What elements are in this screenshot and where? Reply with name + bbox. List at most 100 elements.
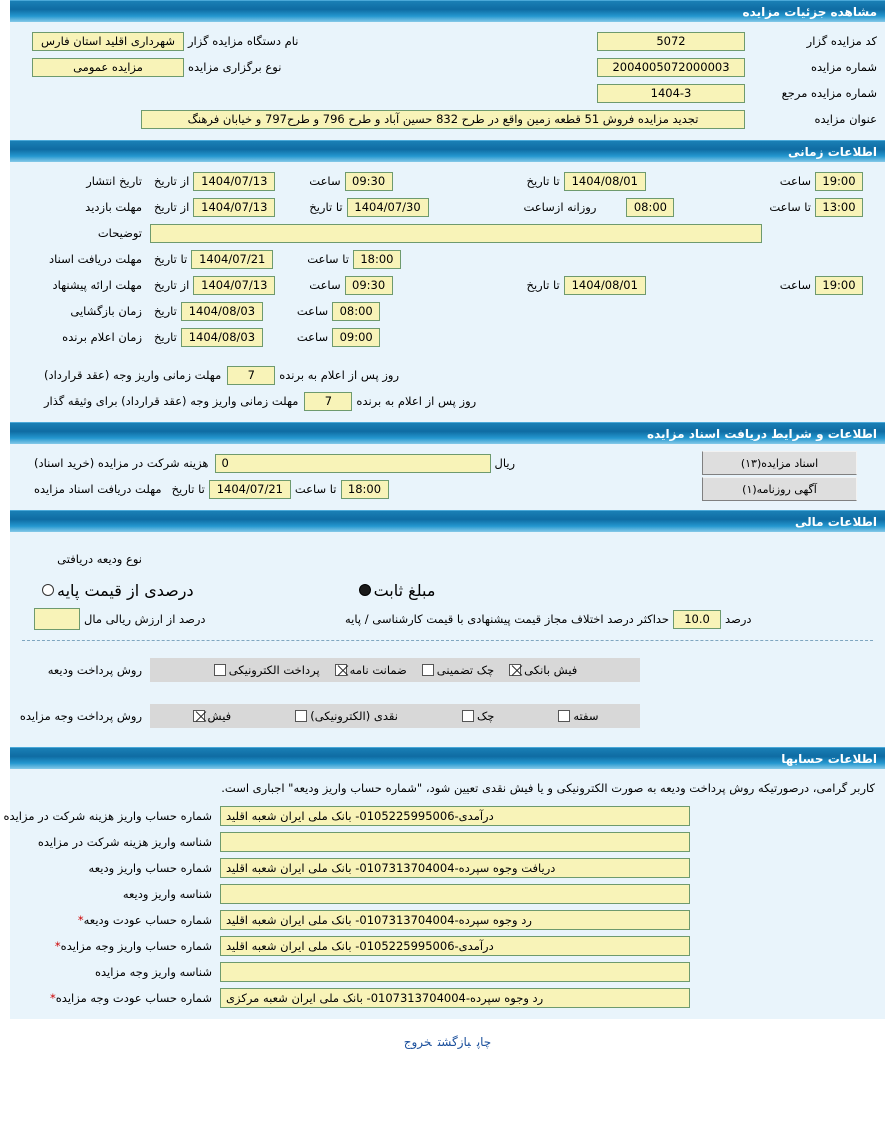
field-publish-to-time[interactable]: 19:00 bbox=[815, 171, 863, 191]
row-visit-deadline: 13:00 تا ساعت 08:00 روزانه ازساعت 1404/0… bbox=[10, 194, 885, 220]
label-publish-date: تاریخ انتشار bbox=[86, 174, 142, 188]
print-link[interactable]: چاپ bbox=[476, 1035, 492, 1049]
label-publish-time: ساعت bbox=[309, 174, 341, 188]
checkbox-deposit-bank-receipt-icon[interactable] bbox=[509, 664, 522, 676]
checkbox-payment-cash-electronic-label: نقدی (الکترونیکی) bbox=[310, 709, 398, 723]
field-shenase-deposit[interactable] bbox=[220, 884, 690, 904]
field-winner-date[interactable]: 1404/08/03 bbox=[180, 327, 263, 347]
label-docs-deadline: مهلت دریافت اسناد bbox=[49, 252, 142, 266]
back-link[interactable]: بازگشت bbox=[437, 1035, 471, 1049]
radio-fixed-amount[interactable]: مبلغ ثابت bbox=[357, 581, 437, 600]
checkbox-payment-receipt[interactable]: فیش bbox=[191, 709, 233, 723]
section-financial: اطلاعات مالی نوع ودیعه دریافتی مبلغ ثابت… bbox=[10, 510, 885, 747]
radio-percent-of-base[interactable]: درصدی از قیمت پایه bbox=[40, 581, 195, 600]
row-ref-number: شماره مزایده مرجع 1404-3 bbox=[10, 80, 885, 106]
checkbox-payment-cash-electronic[interactable]: نقدی (الکترونیکی) bbox=[293, 709, 399, 723]
field-docs-receive-date[interactable]: 1404/07/21 bbox=[208, 479, 291, 499]
label-account-auction-payment-return: شماره حساب عودت وجه مزایده bbox=[55, 991, 212, 1005]
checkbox-payment-cash-electronic-icon[interactable] bbox=[295, 710, 308, 722]
field-docs-deadline-time[interactable]: 18:00 bbox=[352, 249, 401, 269]
checkbox-payment-check-label: چک bbox=[476, 709, 495, 723]
section-header-financial: اطلاعات مالی bbox=[10, 510, 885, 532]
field-auction-code[interactable]: 5072 bbox=[597, 31, 745, 51]
field-account-auction-payment[interactable]: درآمدی-0105225995006- بانک ملی ایران شعب… bbox=[220, 936, 690, 956]
field-max-diff-percent[interactable]: 10.0 bbox=[673, 609, 722, 629]
section-documents: اطلاعات و شرایط دریافت اسناد مزایده اسنا… bbox=[10, 422, 885, 510]
section-auction-details: مشاهده جزئیات مزایده کد مزایده گزار 5072… bbox=[10, 0, 885, 140]
field-auction-number[interactable]: 2004005072000003 bbox=[597, 57, 745, 77]
checkbox-deposit-guaranteed-check-icon[interactable] bbox=[421, 664, 434, 676]
checkbox-payment-promissory-note[interactable]: سفته bbox=[556, 709, 599, 723]
checkbox-payment-check-icon[interactable] bbox=[461, 710, 474, 722]
field-visit-from-date[interactable]: 1404/07/13 bbox=[193, 197, 276, 217]
section-body-details: کد مزایده گزار 5072 نام دستگاه مزایده گز… bbox=[10, 22, 885, 140]
field-publish-from-date[interactable]: 1404/07/13 bbox=[193, 171, 276, 191]
label-account-auction-payment: شماره حساب واریز وجه مزایده bbox=[60, 939, 212, 953]
field-org-name[interactable]: شهرداری اقلید استان فارس bbox=[32, 31, 184, 51]
label-payment-deadline-suffix: روز پس از اعلام به برنده bbox=[279, 368, 399, 382]
field-ref-number[interactable]: 1404-3 bbox=[597, 83, 745, 103]
field-account-auction-payment-return[interactable]: رد وجوه سپرده-0107313704004- بانک ملی ای… bbox=[220, 988, 690, 1008]
checkbox-deposit-bank-receipt[interactable]: فیش بانکی bbox=[507, 663, 578, 677]
radio-fixed-amount-icon[interactable] bbox=[358, 584, 371, 596]
label-guarantor-deadline: مهلت زمانی واریز وجه (عقد قرارداد) برای … bbox=[44, 394, 299, 408]
checkbox-deposit-guarantee-letter-icon[interactable] bbox=[334, 664, 347, 676]
field-proposal-time[interactable]: 09:30 bbox=[344, 275, 393, 295]
field-visit-daily-from[interactable]: 08:00 bbox=[626, 197, 675, 217]
field-opening-date[interactable]: 1404/08/03 bbox=[180, 301, 263, 321]
label-docs-deadline-date: تا تاریخ bbox=[154, 252, 188, 266]
field-winner-time[interactable]: 09:00 bbox=[332, 327, 381, 347]
exit-link[interactable]: خروج bbox=[403, 1035, 432, 1049]
section-body-financial: نوع ودیعه دریافتی مبلغ ثابت درصدی از قیم… bbox=[10, 532, 885, 747]
field-proposal-to-time[interactable]: 19:00 bbox=[815, 275, 863, 295]
checkbox-payment-receipt-icon[interactable] bbox=[192, 710, 205, 722]
table-row: شناسه واریز هزینه شرکت در مزایده bbox=[10, 829, 885, 855]
field-holding-type[interactable]: مزایده عمومی bbox=[32, 57, 184, 77]
field-account-deposit[interactable]: دریافت وجوه سپرده-0107313704004- بانک مل… bbox=[220, 858, 690, 878]
field-publish-time[interactable]: 09:30 bbox=[344, 171, 393, 191]
field-visit-to-date[interactable]: 1404/07/30 bbox=[346, 197, 429, 217]
field-docs-receive-time[interactable]: 18:00 bbox=[340, 479, 389, 499]
row-percent-value: درصد 10.0 حداکثر درصد اختلاف مجاز قیمت پ… bbox=[10, 604, 885, 634]
checkbox-deposit-guarantee-letter[interactable]: ضمانت نامه bbox=[333, 663, 408, 677]
field-notes[interactable] bbox=[150, 223, 762, 243]
field-publish-to-date[interactable]: 1404/08/01 bbox=[563, 171, 646, 191]
field-auction-title[interactable]: تجدید مزایده فروش 51 قطعه زمین واقع در ط… bbox=[141, 109, 745, 129]
field-opening-time[interactable]: 08:00 bbox=[332, 301, 381, 321]
field-docs-deadline-date[interactable]: 1404/07/21 bbox=[191, 249, 274, 269]
field-account-participation-fee[interactable]: درآمدی-0105225995006- بانک ملی ایران شعب… bbox=[220, 806, 690, 826]
label-account-participation-fee: شماره حساب واریز هزینه شرکت در مزایده bbox=[3, 809, 212, 823]
label-proposal-to-date: تا تاریخ bbox=[526, 278, 560, 292]
checkbox-deposit-guaranteed-check[interactable]: چک تضمینی bbox=[420, 663, 495, 677]
checkbox-payment-check[interactable]: چک bbox=[460, 709, 495, 723]
table-row: درآمدی-0105225995006- بانک ملی ایران شعب… bbox=[3, 803, 885, 829]
label-fee-unit: ریال bbox=[494, 456, 516, 470]
row-deposit-method: فیش بانکی چک تضمینی ضمانت نامه پرداخت ال… bbox=[10, 647, 885, 693]
label-proposal-from-date: از تاریخ bbox=[153, 278, 190, 292]
auction-payment-method-options: سفته چک نقدی (الکترونیکی) فیش bbox=[150, 704, 640, 728]
label-winner-date: تاریخ bbox=[154, 330, 177, 344]
field-percent-of-value[interactable] bbox=[33, 608, 80, 630]
field-payment-deadline-days[interactable]: 7 bbox=[227, 365, 276, 385]
field-shenase-participation-fee[interactable] bbox=[220, 832, 690, 852]
label-visit-daily-from: روزانه ازساعت bbox=[523, 200, 597, 214]
field-visit-to-time[interactable]: 13:00 bbox=[815, 197, 863, 217]
table-row: شناسه واریز وجه مزایده bbox=[10, 959, 885, 985]
checkbox-payment-promissory-note-icon[interactable] bbox=[558, 710, 571, 722]
checkbox-deposit-electronic[interactable]: پرداخت الکترونیکی bbox=[212, 663, 321, 677]
field-participation-fee[interactable]: 0 bbox=[214, 453, 491, 473]
auction-documents-button[interactable]: اسناد مزایده(۱۳) bbox=[702, 451, 857, 475]
newspaper-ad-button[interactable]: آگهی روزنامه(۱) bbox=[702, 477, 857, 501]
radio-percent-of-base-label: درصدی از قیمت پایه bbox=[57, 580, 194, 600]
section-header-timing: اطلاعات زمانی bbox=[10, 140, 885, 162]
field-guarantor-deadline-days[interactable]: 7 bbox=[304, 391, 353, 411]
field-proposal-from-date[interactable]: 1404/07/13 bbox=[193, 275, 276, 295]
label-auction-number: شماره مزایده bbox=[811, 60, 877, 74]
field-account-deposit-return[interactable]: رد وجوه سپرده-0107313704004- بانک ملی ای… bbox=[220, 910, 690, 930]
label-winner-time: ساعت bbox=[296, 330, 329, 344]
field-shenase-auction-payment[interactable] bbox=[220, 962, 690, 982]
radio-percent-of-base-icon[interactable] bbox=[42, 584, 54, 596]
label-ref-number: شماره مزایده مرجع bbox=[781, 86, 877, 100]
field-proposal-to-date[interactable]: 1404/08/01 bbox=[563, 275, 646, 295]
checkbox-deposit-electronic-icon[interactable] bbox=[213, 664, 226, 676]
